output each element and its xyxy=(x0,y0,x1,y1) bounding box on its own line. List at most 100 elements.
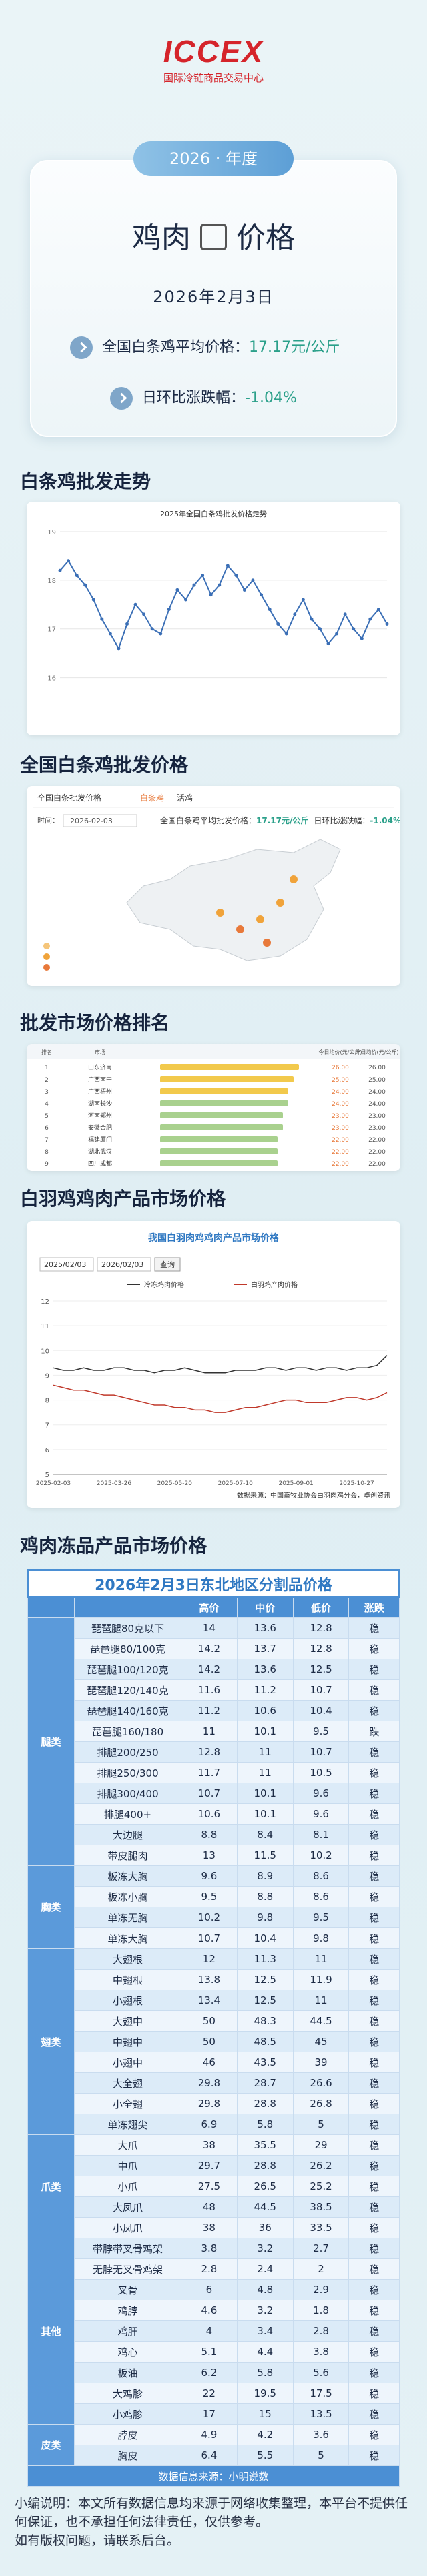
data-row: 小爪 27.5 26.5 25.2 稳 xyxy=(28,2176,400,2197)
market: 湖南长沙 xyxy=(88,1100,112,1108)
cell: 11 xyxy=(181,1721,238,1742)
cell: 10.6 xyxy=(181,1803,238,1825)
data-row: 带皮腿肉 13 11.5 10.2 稳 xyxy=(28,1845,400,1866)
point xyxy=(192,583,196,587)
line xyxy=(53,1384,388,1413)
group-label: 翅类 xyxy=(27,1948,75,2135)
point xyxy=(343,612,347,616)
y-tick-label: 7 xyxy=(45,1422,49,1430)
y-tick-label: 6 xyxy=(45,1447,49,1454)
start-date: 2025/02/03 xyxy=(44,1260,86,1269)
query-button[interactable] xyxy=(154,1257,181,1272)
product-name: 板冻小胸 xyxy=(74,1886,181,1907)
cell: 44.5 xyxy=(292,2010,350,2032)
bar xyxy=(160,1148,278,1154)
cell: 稳 xyxy=(348,1617,400,1639)
cell: 5 xyxy=(292,2445,350,2466)
cell: 11.3 xyxy=(236,1948,294,1970)
column-header: 今日均价(元/公斤) xyxy=(319,1049,362,1055)
date-input[interactable] xyxy=(39,1257,94,1272)
rank: 3 xyxy=(45,1089,49,1096)
point xyxy=(58,568,62,572)
table-wrap: 2026年2月3日东北地区分割品价格 高价 中价 低价 涨跌 腿类 琵琶腿80克以下 14 13… xyxy=(27,1569,400,2487)
cell: 12.8 xyxy=(292,1638,350,1659)
header-row: 高价 中价 低价 涨跌 xyxy=(27,1597,400,1618)
data-row: 叉骨 6 4.8 2.9 稳 xyxy=(28,2279,400,2300)
data-row: 大全翅 29.8 28.7 26.6 稳 xyxy=(28,2072,400,2094)
legend-dot xyxy=(43,943,50,949)
cell: 跌 xyxy=(348,1721,400,1742)
data-row: 大边腿 8.8 8.4 8.1 稳 xyxy=(28,1824,400,1845)
cell: 12.5 xyxy=(236,1969,294,1990)
cell: 44.5 xyxy=(236,2196,294,2218)
footer-note: 小编说明：本文所有数据信息均来源于网络收集整理，本平台不提供任何保证，也不承担任… xyxy=(15,2496,408,2529)
bar xyxy=(160,1100,288,1106)
cell: 11 xyxy=(292,1990,350,2011)
cell: 10.4 xyxy=(292,1700,350,1721)
product-name: 板油 xyxy=(74,2362,181,2383)
cell: 10.7 xyxy=(292,1679,350,1701)
data-row: 排腿400+ 10.6 10.1 9.6 稳 xyxy=(28,1803,400,1825)
product-name: 排腿400+ xyxy=(74,1803,181,1825)
line xyxy=(53,1355,388,1374)
market: 河南郑州 xyxy=(88,1112,112,1120)
cell: 8.8 xyxy=(181,1824,238,1845)
header-cell: 中价 xyxy=(236,1597,294,1618)
cell: 稳 xyxy=(348,1783,400,1804)
cell: 4.6 xyxy=(181,2300,238,2321)
point xyxy=(150,627,154,631)
white-chart: 我国白羽肉鸡鸡肉产品市场价格 2025/02/03 2026/02/03 查询冷冻鸡肉… xyxy=(27,1221,400,1508)
cell: 稳 xyxy=(348,2258,400,2280)
prev-price: 25.00 xyxy=(368,1077,386,1084)
data-row: 小全翅 29.8 28.8 26.8 稳 xyxy=(28,2093,400,2114)
cell: 稳 xyxy=(348,2134,400,2156)
title-icon xyxy=(200,224,227,250)
date-input[interactable] xyxy=(97,1257,151,1272)
cell: 9.6 xyxy=(292,1783,350,1804)
y-tick-label: 18 xyxy=(47,578,56,585)
header-cell xyxy=(74,1597,181,1618)
x-tick-label: 2025-07-10 xyxy=(218,1480,254,1487)
data-row: 小翅根 13.4 12.5 11 稳 xyxy=(28,1990,400,2011)
group-label: 胸类 xyxy=(27,1865,75,1949)
cell: 8.4 xyxy=(236,1824,294,1845)
rank: 8 xyxy=(45,1149,49,1156)
cell: 9.8 xyxy=(292,1927,350,1949)
cell: 3.6 xyxy=(292,2424,350,2445)
table-source: 数据信息来源：小明说数 xyxy=(27,2465,400,2487)
header-cell xyxy=(27,1597,75,1618)
market: 广西南宁 xyxy=(88,1076,112,1084)
product-name: 脖皮 xyxy=(74,2424,181,2445)
cell: 稳 xyxy=(348,2341,400,2363)
title: 鸡肉 价格 xyxy=(30,213,397,256)
cell: 38 xyxy=(181,2134,238,2156)
y-tick-label: 19 xyxy=(47,529,56,536)
price: 24.00 xyxy=(332,1101,349,1108)
cell: 13.8 xyxy=(181,1969,238,1990)
point xyxy=(301,598,305,602)
map-marker xyxy=(236,925,244,933)
change-label: 日环比涨跌幅： xyxy=(142,390,246,406)
data-row: 琵琶腿100/120克 14.2 13.6 12.5 稳 xyxy=(28,1659,400,1680)
cell: 稳 xyxy=(348,2320,400,2342)
cell: 29.7 xyxy=(181,2155,238,2176)
cell: 稳 xyxy=(348,2383,400,2404)
product-name: 单冻无胸 xyxy=(74,1907,181,1928)
cell: 6 xyxy=(181,2279,238,2300)
price: 22.00 xyxy=(332,1137,349,1144)
map-marker xyxy=(256,915,264,923)
map-marker xyxy=(216,909,224,917)
cell: 稳 xyxy=(348,1700,400,1721)
legend-dot xyxy=(43,964,50,971)
cell: 13.4 xyxy=(181,1990,238,2011)
cell: 稳 xyxy=(348,2362,400,2383)
point xyxy=(108,632,112,636)
rank: 2 xyxy=(45,1077,49,1084)
cell: 12.8 xyxy=(181,1741,238,1763)
x-tick-label: 2025-05-20 xyxy=(157,1480,193,1487)
y-tick-label: 17 xyxy=(47,626,56,634)
cell: 稳 xyxy=(348,2093,400,2114)
data-row: 翅类 大翅根 12 11.3 11 稳 xyxy=(27,1948,400,2135)
